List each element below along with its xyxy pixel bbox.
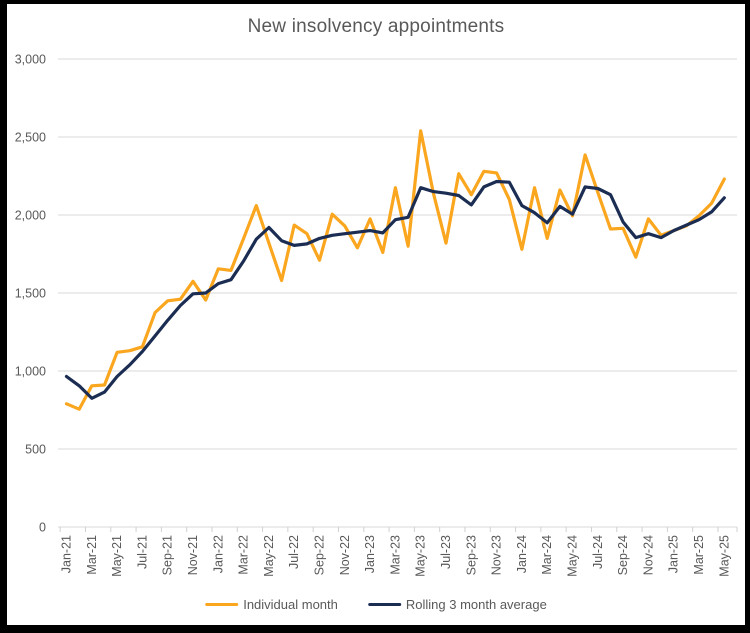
x-tick-label: Sep-23 — [464, 535, 478, 575]
x-tick-label: Jan-25 — [667, 535, 681, 573]
individual-month-line — [64, 129, 726, 411]
chart-title: New insolvency appointments — [247, 16, 505, 37]
x-tick-label: Jul-23 — [439, 535, 453, 569]
x-tick-label: May-23 — [414, 535, 428, 577]
x-tick-label: Jan-21 — [60, 535, 74, 573]
x-tick-label: Mar-24 — [540, 535, 554, 575]
x-tick-label: Jan-23 — [363, 535, 377, 573]
rolling-average-line-swatch — [367, 602, 401, 607]
y-tick-label: 2,500 — [15, 131, 46, 145]
x-tick-label: Mar-22 — [237, 535, 251, 575]
y-tick-label: 0 — [39, 521, 46, 535]
plot-area: 0 500 1,000 1,500 2,000 2,500 3,000 Jan-21 Mar-2… — [15, 53, 738, 577]
y-tick-label: 500 — [25, 443, 46, 457]
x-tick-label: Jul-21 — [135, 535, 149, 569]
y-tick-label: 1,000 — [15, 365, 46, 379]
x-tick-label: Mar-25 — [692, 535, 706, 575]
x-tick-label: Jan-24 — [515, 535, 529, 573]
x-tick-label: Sep-21 — [161, 535, 175, 575]
x-tick-label: Nov-22 — [338, 535, 352, 575]
y-tick-label: 3,000 — [15, 53, 46, 67]
x-tick-label: Nov-23 — [490, 535, 504, 575]
x-tick-label: Mar-23 — [388, 535, 402, 575]
x-tick-label: Sep-24 — [616, 535, 630, 575]
x-tick-label: Nov-21 — [186, 535, 200, 575]
x-tick-label: Mar-21 — [85, 535, 99, 575]
y-tick-label: 1,500 — [15, 287, 46, 301]
x-tick-label: May-25 — [717, 535, 731, 577]
individual-month-line-swatch — [205, 602, 239, 607]
x-tick-label: Jan-22 — [211, 535, 225, 573]
x-tick-label: May-24 — [566, 535, 580, 577]
x-tick-label: Nov-24 — [641, 535, 655, 575]
rolling-average-line — [64, 179, 726, 400]
legend-label-individual-month: Individual month — [243, 597, 338, 612]
x-tick-label: Jul-22 — [287, 535, 301, 569]
legend: Individual month Rolling 3 month average — [205, 597, 547, 612]
legend-item-individual-month: Individual month — [205, 597, 338, 612]
x-tick-label: May-22 — [262, 535, 276, 577]
x-tick-label: Jul-24 — [591, 535, 605, 569]
y-tick-label: 2,000 — [15, 209, 46, 223]
legend-item-rolling-average: Rolling 3 month average — [367, 597, 547, 612]
chart-canvas: New insolvency appointments 0 500 1,000 1,5… — [7, 4, 745, 625]
x-tick-label: Sep-22 — [313, 535, 327, 575]
x-tick-label: May-21 — [110, 535, 124, 577]
legend-label-rolling-average: Rolling 3 month average — [405, 597, 547, 612]
